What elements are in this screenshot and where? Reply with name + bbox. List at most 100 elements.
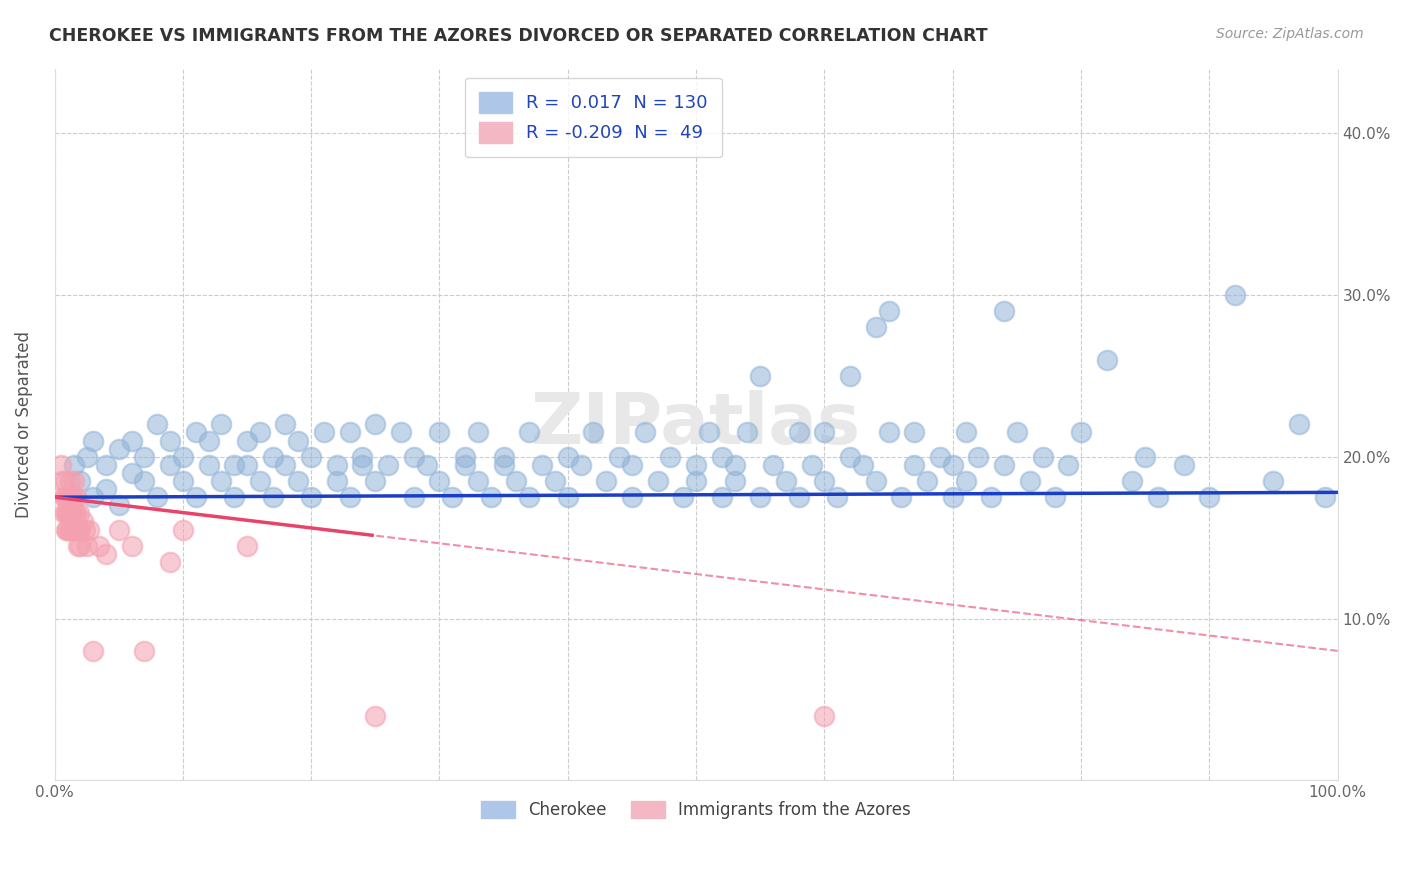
Point: [60, 507, 83, 521]
Point: [274, 458, 297, 472]
Point: [672, 490, 695, 504]
Point: [1045, 490, 1067, 504]
Point: [813, 474, 835, 488]
Point: [890, 490, 912, 504]
Point: [236, 539, 259, 553]
Point: [377, 458, 399, 472]
Point: [107, 442, 129, 456]
Point: [172, 450, 194, 464]
Point: [56, 507, 79, 521]
Point: [56, 490, 79, 504]
Point: [634, 425, 657, 440]
Text: ZIPatlas: ZIPatlas: [531, 390, 860, 458]
Point: [364, 474, 387, 488]
Point: [723, 474, 745, 488]
Point: [659, 450, 682, 464]
Point: [197, 434, 219, 448]
Point: [59, 490, 82, 504]
Point: [620, 490, 643, 504]
Point: [389, 425, 412, 440]
Point: [415, 458, 437, 472]
Point: [224, 458, 246, 472]
Point: [492, 458, 515, 472]
Point: [121, 539, 143, 553]
Point: [479, 490, 502, 504]
Point: [762, 458, 785, 472]
Point: [172, 523, 194, 537]
Point: [839, 450, 862, 464]
Point: [569, 458, 592, 472]
Point: [184, 490, 207, 504]
Point: [364, 708, 387, 723]
Point: [67, 507, 90, 521]
Point: [62, 474, 84, 488]
Point: [441, 490, 464, 504]
Point: [787, 490, 810, 504]
Point: [467, 425, 489, 440]
Point: [159, 555, 181, 569]
Point: [52, 490, 75, 504]
Point: [429, 474, 451, 488]
Point: [647, 474, 669, 488]
Point: [1095, 352, 1118, 367]
Point: [620, 458, 643, 472]
Point: [299, 490, 322, 504]
Point: [58, 507, 80, 521]
Point: [107, 523, 129, 537]
Point: [209, 474, 232, 488]
Point: [146, 490, 169, 504]
Point: [55, 507, 77, 521]
Point: [69, 539, 91, 553]
Point: [582, 425, 605, 440]
Point: [66, 523, 89, 537]
Point: [94, 547, 117, 561]
Point: [51, 474, 73, 488]
Point: [236, 434, 259, 448]
Point: [352, 458, 374, 472]
Point: [1147, 490, 1170, 504]
Point: [262, 490, 284, 504]
Point: [454, 450, 477, 464]
Point: [53, 474, 76, 488]
Point: [1057, 458, 1080, 472]
Point: [94, 482, 117, 496]
Point: [429, 425, 451, 440]
Point: [62, 458, 84, 472]
Point: [107, 498, 129, 512]
Point: [326, 474, 349, 488]
Point: [72, 515, 94, 529]
Point: [1121, 474, 1143, 488]
Point: [69, 523, 91, 537]
Point: [52, 507, 75, 521]
Point: [454, 458, 477, 472]
Text: CHEROKEE VS IMMIGRANTS FROM THE AZORES DIVORCED OR SEPARATED CORRELATION CHART: CHEROKEE VS IMMIGRANTS FROM THE AZORES D…: [49, 27, 988, 45]
Point: [249, 425, 271, 440]
Point: [1288, 417, 1310, 432]
Point: [121, 466, 143, 480]
Point: [685, 458, 707, 472]
Point: [56, 523, 79, 537]
Point: [813, 425, 835, 440]
Point: [787, 425, 810, 440]
Point: [53, 490, 76, 504]
Point: [274, 417, 297, 432]
Point: [492, 450, 515, 464]
Point: [1198, 490, 1220, 504]
Point: [134, 450, 156, 464]
Point: [146, 417, 169, 432]
Point: [89, 539, 111, 553]
Point: [197, 458, 219, 472]
Point: [262, 450, 284, 464]
Point: [62, 490, 84, 504]
Point: [1133, 450, 1156, 464]
Point: [865, 320, 887, 334]
Point: [65, 490, 87, 504]
Point: [55, 523, 77, 537]
Point: [1223, 288, 1246, 302]
Point: [723, 458, 745, 472]
Point: [839, 368, 862, 383]
Point: [60, 490, 83, 504]
Point: [62, 523, 84, 537]
Point: [1173, 458, 1195, 472]
Point: [685, 474, 707, 488]
